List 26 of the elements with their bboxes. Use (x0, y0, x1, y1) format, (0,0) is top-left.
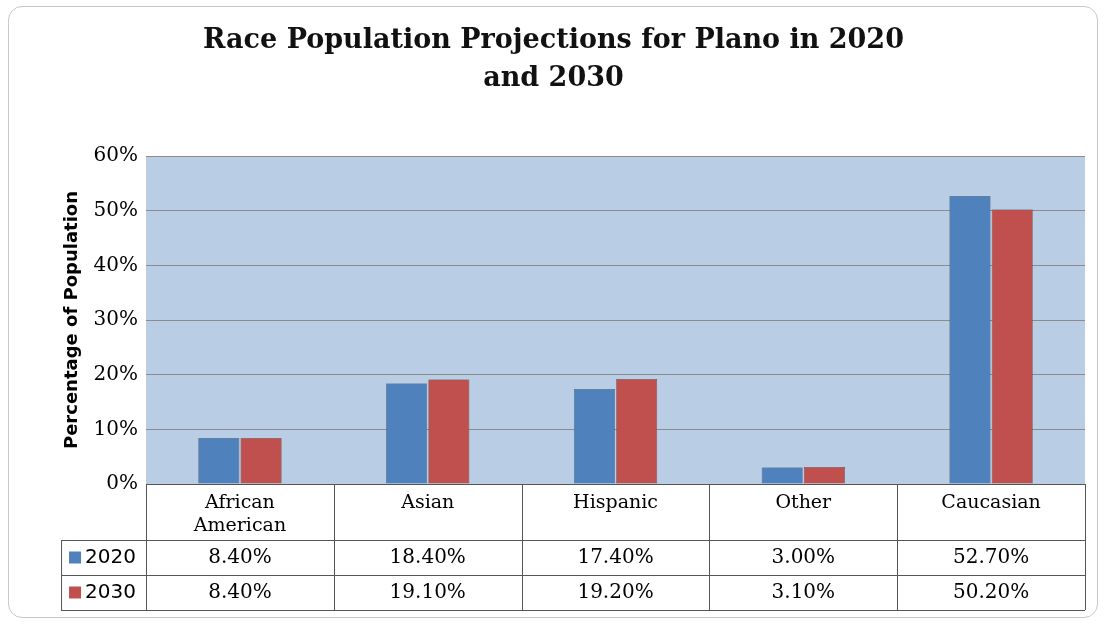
y-tick-label: 20% (93, 360, 139, 385)
x-tick-label: Asian (400, 490, 455, 513)
x-tick-label: Hispanic (573, 490, 658, 513)
y-tick-label: 10% (93, 415, 139, 440)
data-label: 8.40% (208, 543, 272, 568)
legend-label: 2030 (85, 578, 136, 603)
y-tick-label: 50% (93, 196, 139, 221)
data-label: 18.40% (389, 543, 466, 568)
data-label: 19.20% (577, 578, 654, 603)
y-tick-label: 0% (106, 470, 139, 495)
data-label: 50.20% (952, 578, 1030, 603)
data-label: 3.00% (771, 543, 836, 568)
data-label: 3.10% (771, 578, 836, 603)
data-label: 52.70% (952, 543, 1030, 568)
y-axis-title: Percentage of Population (60, 190, 82, 450)
x-tick-label: African American (192, 490, 287, 536)
x-tick-label: Other (775, 490, 833, 513)
y-tick-label: 60% (93, 142, 139, 167)
y-tick-label: 30% (93, 306, 139, 331)
data-label: 19.10% (389, 578, 466, 603)
x-tick-label: Caucasian (941, 490, 1041, 513)
y-tick-label: 40% (93, 251, 139, 276)
data-label: 17.40% (577, 543, 654, 568)
data-label: 8.40% (208, 578, 272, 603)
legend-label: 2020 (85, 543, 136, 568)
chart-title: Race Population Projections for Plano in 2020 and 2030 (202, 22, 905, 94)
